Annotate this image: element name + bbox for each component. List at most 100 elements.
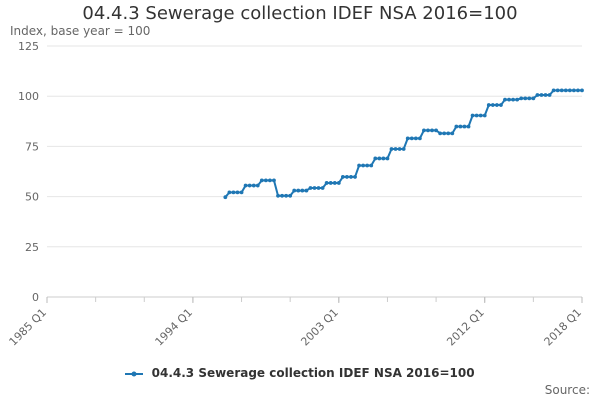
data-point <box>312 186 317 190</box>
data-point <box>296 188 301 193</box>
data-point <box>405 136 410 141</box>
data-point <box>235 190 240 195</box>
data-point <box>365 163 370 168</box>
data-point <box>292 188 297 193</box>
data-point <box>308 186 313 190</box>
data-point <box>239 190 244 195</box>
data-point <box>276 193 280 198</box>
data-point <box>413 136 418 141</box>
data-point <box>324 181 329 185</box>
data-point <box>304 188 309 193</box>
data-point <box>409 136 414 141</box>
data-point <box>499 103 503 107</box>
data-point <box>284 193 289 198</box>
data-point <box>247 183 252 188</box>
data-point <box>482 113 487 118</box>
data-point <box>571 88 576 93</box>
data-point <box>389 147 394 151</box>
data-point <box>438 131 443 136</box>
x-tick-label: 1994 Q1 <box>152 306 195 349</box>
data-point <box>417 136 422 141</box>
data-point <box>393 147 398 151</box>
data-point <box>385 156 390 161</box>
data-point <box>547 93 552 97</box>
legend-label: 04.4.3 Sewerage collection IDEF NSA 2016… <box>151 366 475 380</box>
data-point <box>316 186 321 190</box>
data-point <box>527 96 532 101</box>
data-point <box>503 97 507 102</box>
y-tick-label: 75 <box>25 140 39 153</box>
data-point <box>462 124 467 129</box>
data-point <box>466 124 471 129</box>
data-point <box>426 128 430 133</box>
data-point <box>353 175 357 179</box>
data-point <box>474 113 479 118</box>
data-point <box>470 113 475 118</box>
data-point <box>515 97 520 102</box>
y-tick-label: 100 <box>18 90 39 103</box>
x-tick-label: 1985 Q1 <box>7 306 50 349</box>
data-point <box>422 128 426 133</box>
data-point <box>507 97 511 102</box>
data-point <box>263 178 268 183</box>
data-point <box>369 163 374 168</box>
data-point <box>580 88 584 93</box>
data-point <box>243 183 248 188</box>
data-point <box>450 131 455 136</box>
source-label: Source: <box>544 383 590 397</box>
data-point <box>523 96 528 101</box>
data-point <box>332 181 337 185</box>
x-tick-label: 2018 Q1 <box>542 306 585 349</box>
data-point <box>490 103 495 107</box>
x-tick-label: 2003 Q1 <box>298 306 341 349</box>
data-point <box>430 128 434 133</box>
data-point <box>458 124 463 129</box>
data-point <box>320 186 325 190</box>
data-point <box>272 178 276 183</box>
data-point <box>494 103 499 107</box>
x-tick-label: 2012 Q1 <box>444 306 487 349</box>
y-tick-label: 0 <box>32 291 39 304</box>
data-point <box>567 88 572 93</box>
y-tick-label: 50 <box>25 191 39 204</box>
data-point <box>336 181 341 185</box>
data-point <box>340 175 345 179</box>
data-point <box>288 193 293 198</box>
data-point <box>519 96 524 101</box>
y-axis-label: Index, base year = 100 <box>10 24 151 38</box>
data-point <box>434 128 438 133</box>
data-point <box>373 156 378 161</box>
data-point <box>377 156 382 161</box>
data-point <box>381 156 386 161</box>
legend-line-marker-icon <box>125 371 144 376</box>
y-tick-label: 125 <box>18 40 39 53</box>
data-point <box>555 88 560 93</box>
data-point <box>300 188 305 193</box>
data-point <box>349 175 353 179</box>
data-point <box>531 96 536 101</box>
data-point <box>478 113 483 118</box>
data-point <box>535 93 540 97</box>
chart-title: 04.4.3 Sewerage collection IDEF NSA 2016… <box>82 3 518 24</box>
data-point <box>357 163 361 168</box>
data-point <box>551 88 556 93</box>
y-tick-label: 25 <box>25 241 39 254</box>
legend[interactable]: 04.4.3 Sewerage collection IDEF NSA 2016… <box>0 366 600 380</box>
data-point <box>345 175 349 179</box>
data-point <box>397 147 402 151</box>
data-point <box>539 93 544 97</box>
series-line <box>224 89 582 198</box>
data-point <box>255 183 260 188</box>
data-point <box>442 131 447 136</box>
data-point <box>563 88 568 93</box>
data-point <box>559 88 564 93</box>
data-point <box>401 147 406 151</box>
data-point <box>268 178 272 183</box>
data-point <box>259 178 264 183</box>
data-point <box>361 163 366 168</box>
data-point <box>251 183 256 188</box>
data-point <box>280 193 284 198</box>
data-point <box>227 190 232 195</box>
data-point <box>511 97 515 102</box>
